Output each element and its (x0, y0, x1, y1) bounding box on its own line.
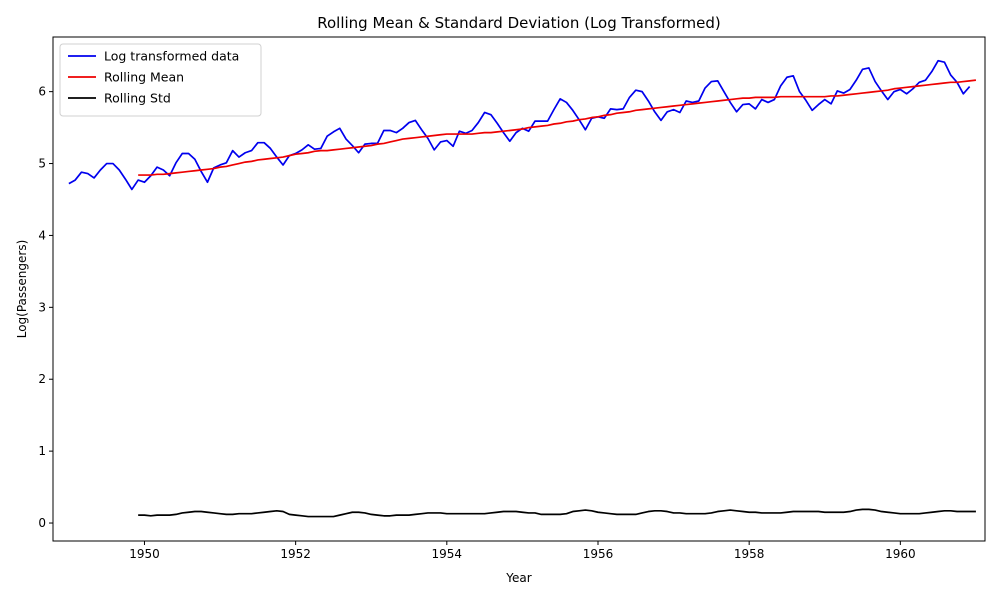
legend-entry-rolling-mean: Rolling Mean (68, 70, 184, 85)
legend-entry-log-data: Log transformed data (68, 49, 239, 64)
x-tick-label: 1960 (885, 547, 916, 561)
plot-frame (52, 36, 986, 542)
legend-label: Log transformed data (104, 49, 239, 64)
x-axis-title: Year (505, 571, 531, 585)
series-layer (68, 59, 977, 518)
y-axis-title: Log(Passengers) (15, 240, 29, 339)
legend-label: Rolling Std (104, 91, 171, 106)
x-tick-label: 1952 (280, 547, 311, 561)
y-tick-label: 1 (38, 444, 46, 458)
y-tick-label: 5 (38, 157, 46, 171)
rolling-mean-line (138, 79, 977, 176)
y-tick-label: 6 (38, 85, 46, 99)
rolling-std-line (138, 508, 976, 518)
chart-title: Rolling Mean & Standard Deviation (Log T… (317, 14, 720, 32)
y-tick-label: 2 (38, 372, 46, 386)
legend: Log transformed data Rolling Mean Rolling … (59, 43, 262, 117)
x-tick-label: 1956 (583, 547, 614, 561)
y-axis: 0 1 2 3 4 5 6 (38, 85, 53, 530)
legend-box (59, 43, 262, 117)
x-axis: 1950 1952 1954 1956 1958 1960 (129, 541, 916, 561)
y-tick-label: 3 (38, 300, 46, 314)
x-tick-label: 1958 (734, 547, 765, 561)
y-tick-label: 0 (38, 516, 46, 530)
legend-entry-rolling-std: Rolling Std (68, 91, 171, 106)
legend-label: Rolling Mean (104, 70, 184, 85)
x-tick-label: 1950 (129, 547, 160, 561)
y-tick-label: 4 (38, 228, 46, 242)
x-tick-label: 1954 (432, 547, 463, 561)
log-transformed-data-line (68, 59, 971, 191)
plot-area (52, 36, 986, 542)
